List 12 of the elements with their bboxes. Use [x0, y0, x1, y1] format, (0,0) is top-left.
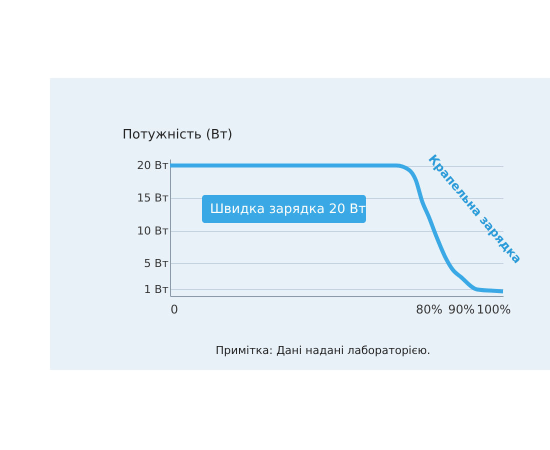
y-tick-label: 20 Вт — [137, 159, 170, 172]
y-tick-label: 5 Вт — [144, 256, 170, 270]
x-tick-label: 0 — [170, 302, 178, 316]
y-tick-label: 10 Вт — [137, 224, 170, 238]
y-tick-label: 15 Вт — [137, 192, 170, 205]
x-tick-label: 90% — [448, 302, 475, 316]
text: Примітка: Дані надані лабораторією. — [216, 344, 430, 357]
y-tick-label: 1 Вт — [144, 282, 170, 296]
y-axis-title: Потужність (Вт) — [122, 128, 232, 142]
x-tick-label: 80% — [416, 302, 442, 316]
annotation: Швидка зарядка 20 Вт — [210, 202, 366, 217]
x-tick-label: 100% — [476, 302, 511, 316]
